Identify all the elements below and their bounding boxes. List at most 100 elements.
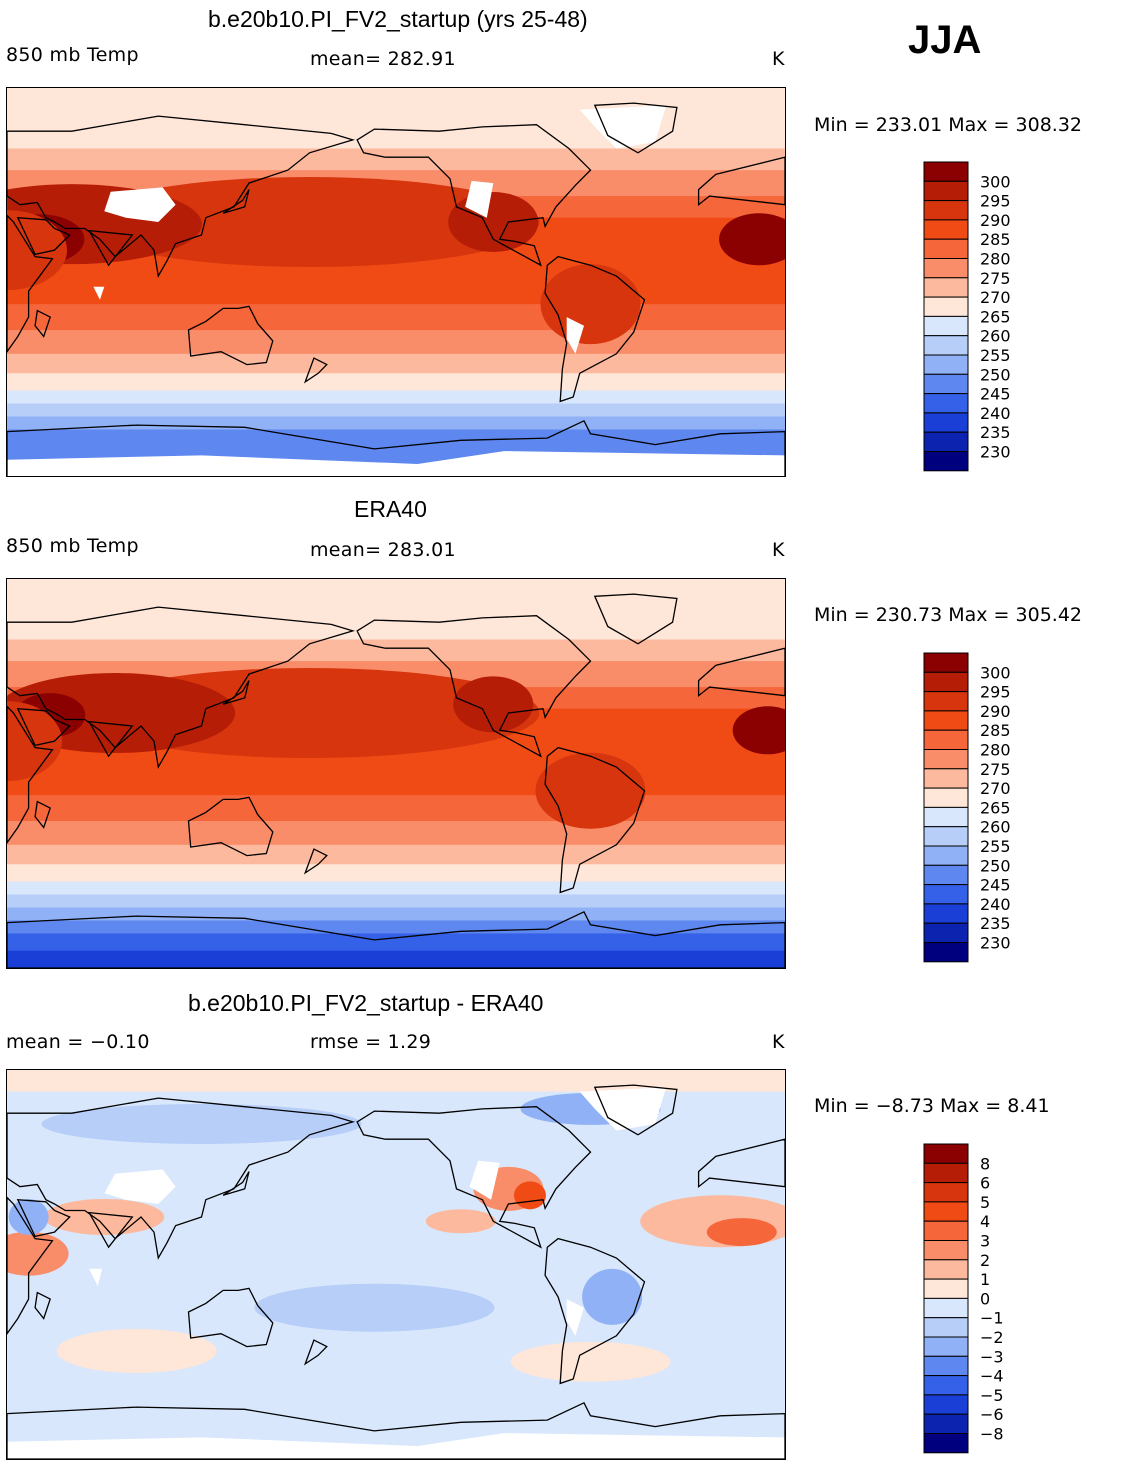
colorbar-box (923, 315, 969, 337)
coastline (544, 746, 646, 894)
colorbar-tick-label: −3 (980, 1347, 1004, 1366)
colorbar-box (923, 806, 969, 828)
colorbar-box (923, 922, 969, 944)
coastline (87, 229, 134, 267)
contour-region (41, 1104, 362, 1145)
missing-data-region (104, 1169, 176, 1204)
coastline (187, 796, 274, 857)
colorbar-box (923, 1433, 969, 1454)
colorbar-tick-label: 290 (980, 702, 1011, 721)
coastline (187, 305, 274, 366)
contour-band (7, 148, 785, 171)
contour-band (7, 1070, 785, 1093)
coastline (697, 647, 785, 698)
missing-data-region (566, 317, 584, 354)
colorbar-box (923, 238, 969, 259)
colorbar-box (923, 845, 969, 866)
colorbar-tick-label: 285 (980, 230, 1011, 249)
contour-region (535, 752, 646, 829)
missing-data-region (469, 1160, 500, 1200)
colorbar-tick-label: 285 (980, 721, 1011, 740)
coastline (593, 102, 678, 154)
coastline (303, 848, 328, 875)
missing-data-region (7, 1433, 785, 1459)
colorbar-box (923, 1278, 969, 1299)
coastline (7, 214, 54, 353)
panel-1-map-svg (7, 88, 785, 476)
contour-band (7, 907, 785, 922)
coastline (303, 1339, 328, 1366)
colorbar-box (923, 1201, 969, 1222)
contour-region (79, 176, 540, 267)
colorbar-box (923, 1394, 969, 1415)
panel-1-map (6, 87, 786, 477)
coastline (7, 115, 356, 278)
coastline (544, 1237, 646, 1385)
panel-2-colorbar-svg: 3002952902852802752702652602552502452402… (923, 652, 1011, 963)
panel-2-minmax: Min = 230.73 Max = 305.42 (814, 604, 1082, 626)
contour-band (7, 864, 785, 883)
contour-band (7, 403, 785, 418)
contour-region (513, 1181, 546, 1210)
colorbar-box (923, 671, 969, 693)
colorbar-tick-label: 275 (980, 760, 1011, 779)
panel-2-map-svg (7, 579, 785, 968)
colorbar-box (923, 729, 969, 750)
contour-region (425, 1209, 496, 1234)
contour-region (7, 1231, 69, 1276)
contour-band (7, 881, 785, 896)
panel-3-colorbar: 8 6 5 4 3 2 1 0 −1 −2 −3 −4 −5 −6 −8 (923, 1143, 1044, 1454)
panel-3-minmax: Min = −8.73 Max = 8.41 (814, 1095, 1050, 1117)
coastline (34, 309, 51, 338)
colorbar-tick-label: 2 (980, 1251, 990, 1270)
missing-data-region (93, 286, 105, 300)
panel-2-map (6, 578, 786, 969)
coastline (34, 1291, 51, 1320)
colorbar-tick-label: 230 (980, 934, 1011, 953)
colorbar-tick-label: 8 (980, 1154, 990, 1173)
coastline (7, 606, 356, 769)
contour-band (7, 88, 785, 150)
coastline (544, 255, 646, 403)
contour-region (732, 706, 785, 755)
colorbar-tick-label: −2 (980, 1328, 1004, 1347)
missing-data-region (7, 451, 785, 476)
coastline (87, 1211, 134, 1249)
contour-band (7, 844, 785, 865)
colorbar-tick-label: 270 (980, 288, 1011, 307)
contour-region (7, 210, 67, 291)
colorbar-tick-label: −8 (980, 1425, 1004, 1444)
coastline (16, 707, 71, 747)
colorbar-box (923, 749, 969, 770)
coastline (7, 419, 785, 476)
colorbar-box (923, 710, 969, 731)
colorbar-box (923, 393, 969, 414)
colorbar-tick-label: 280 (980, 250, 1011, 269)
colorbar-tick-label: 235 (980, 914, 1011, 933)
contour-region (56, 1328, 217, 1373)
contour-band (7, 920, 785, 935)
contour-band (7, 821, 785, 846)
contour-region (540, 264, 641, 345)
contour-region (453, 676, 534, 733)
colorbar-tick-label: 265 (980, 798, 1011, 817)
colorbar-tick-label: 300 (980, 172, 1011, 191)
contour-band (7, 390, 785, 405)
panel-3-rmse-label: rmse = 1.29 (310, 1031, 432, 1053)
panel-1-minmax: Min = 233.01 Max = 308.32 (814, 114, 1082, 136)
contour-region (510, 1341, 671, 1382)
missing-data-region (579, 1087, 667, 1131)
colorbar-tick-label: 240 (980, 895, 1011, 914)
panel-1-units-label: K (772, 48, 785, 70)
colorbar-box (923, 884, 969, 905)
missing-data-region (579, 105, 667, 149)
panel-1-mean-label: mean= 282.91 (310, 48, 456, 70)
coastline (303, 357, 328, 384)
colorbar-box (923, 1375, 969, 1396)
colorbar-box (923, 277, 969, 298)
colorbar-box (923, 180, 969, 202)
coastline (7, 1401, 785, 1459)
colorbar-tick-label: 230 (980, 443, 1011, 462)
colorbar-box (923, 826, 969, 847)
